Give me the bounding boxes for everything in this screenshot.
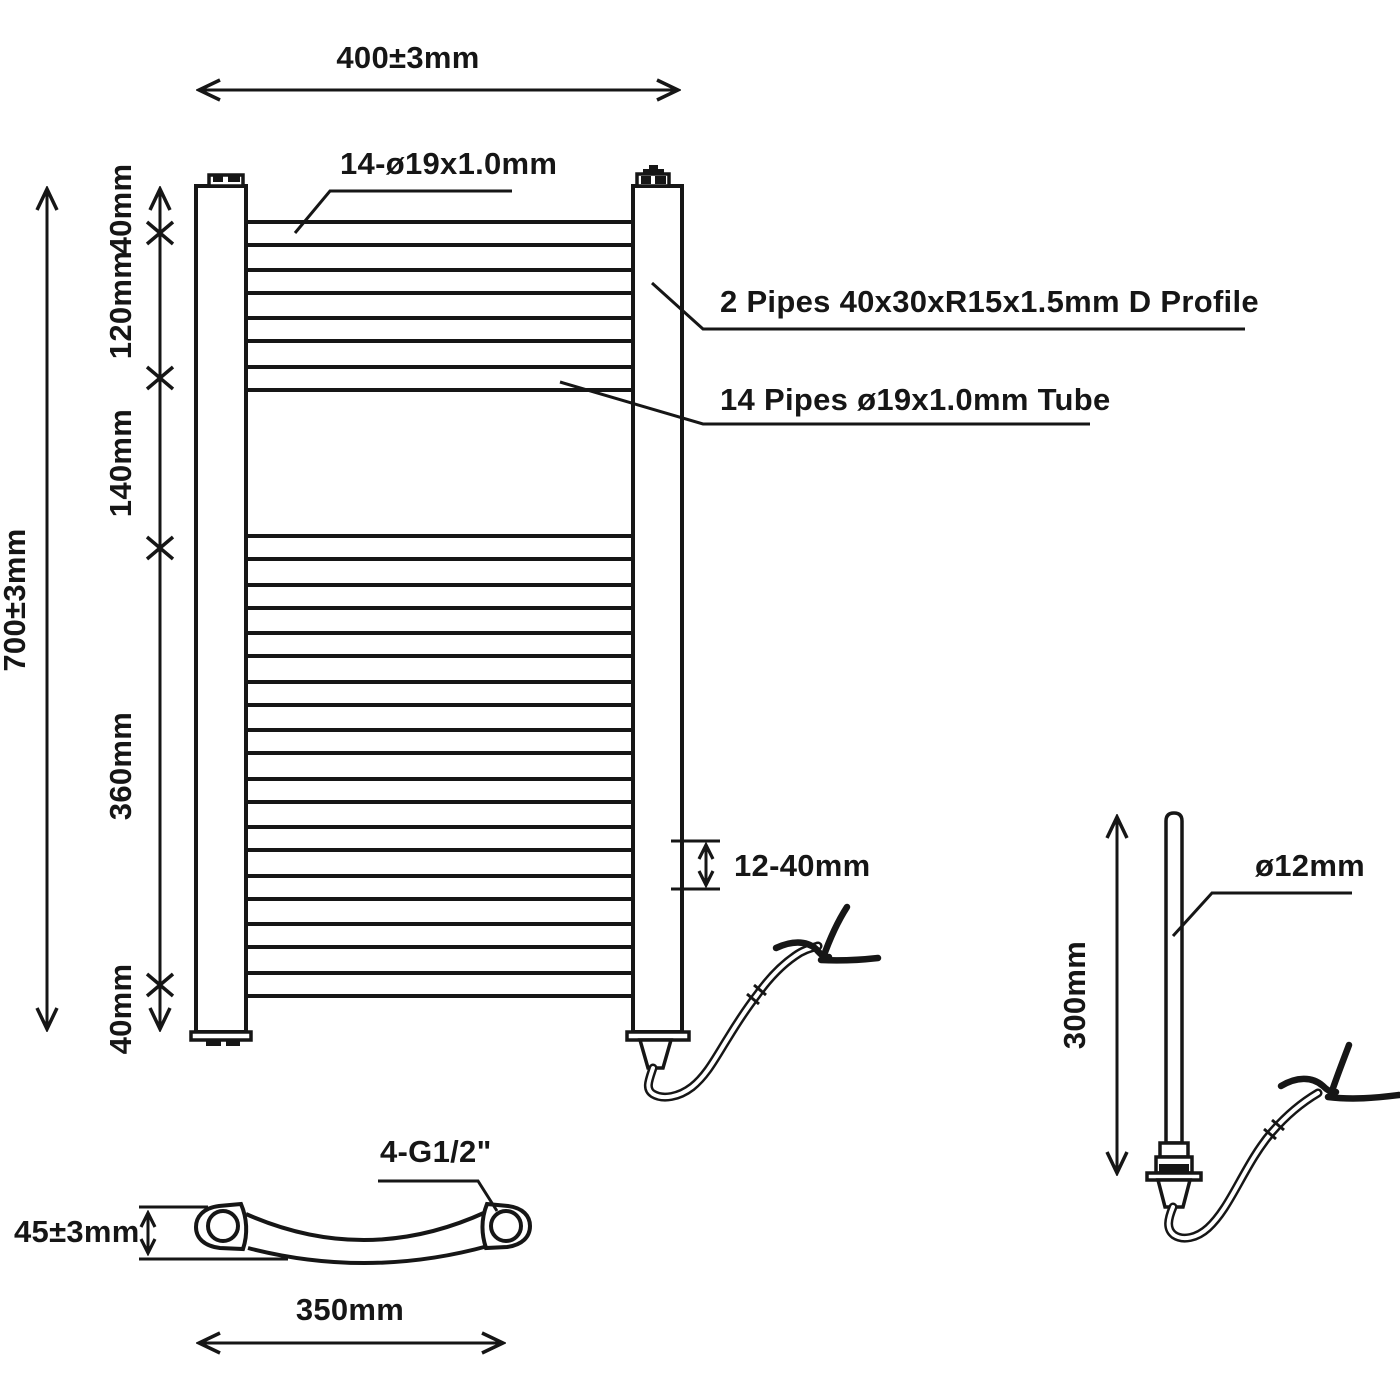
tube-note-label: 14 Pipes ø19x1.0mm Tube [720,382,1111,417]
segment-chain-ticks [145,220,175,998]
tube-note-leader [559,380,1090,426]
band-top-edge [245,1210,487,1242]
left-dimensions: 700±3mm 40mm 120mm 140mm 360mm 40mm [0,164,175,1055]
tube-rail [247,365,633,392]
right-pipe-bottom-fitting [625,1030,691,1070]
chain-x-tick [145,972,175,998]
cable-sleeve-ticks [1263,1118,1285,1141]
tube-rails [247,220,633,998]
tube-rail [247,534,633,561]
cap-notch [213,176,223,182]
right-eyelet-hole [489,1209,523,1243]
chain-x-tick [145,365,175,391]
cap-foot [226,1040,240,1046]
wire-hook [1277,1075,1340,1096]
diameter-leader [1171,891,1352,938]
left-eyelet-hole [206,1209,240,1243]
thread-label: 4-G1/2" [380,1134,492,1169]
element-boss [1155,1178,1193,1209]
left-pipe-top-cap [207,173,245,188]
left-pipe [194,184,248,1034]
chain-x-tick [145,535,175,561]
profile-height-label: 45±3mm [14,1214,140,1249]
segment-labels: 40mm 120mm 140mm 360mm 40mm [103,164,138,1055]
vent-knob-bar [643,169,664,175]
width-label: 400±3mm [336,40,479,75]
tube-rail [247,316,633,343]
wire-up [819,903,851,962]
diameter-label: ø12mm [1255,848,1365,883]
band-bottom-edge [247,1244,489,1265]
tube-rail [247,922,633,949]
top-width-dimension: 400±3mm [199,40,678,90]
tube-rail [247,825,633,852]
segment-label: 40mm [103,964,138,1055]
overall-height-label: 700±3mm [0,528,32,671]
centres-label: 350mm [296,1292,404,1327]
bracket-spacing-dim: 12-40mm [671,839,871,891]
tube-callout-leader [293,189,512,234]
right-pipe [631,184,684,1034]
radiator-power-cable [643,903,882,1102]
wire-ends [772,903,882,964]
tube-rail [247,583,633,610]
bracket-range-label: 12-40mm [734,848,871,883]
front-view: 12-40mm [189,165,882,1102]
d-profile-label: 2 Pipes 40x30xR15x1.5mm D Profile [720,284,1259,319]
left-pipe-bottom-cap [189,1030,253,1046]
tube-rail [247,631,633,658]
wire-up [1327,1041,1353,1098]
profile-height-dim: 45±3mm [14,1205,288,1261]
cap-foot [206,1040,221,1046]
tube-rail [247,874,633,901]
tube-rail [247,268,633,295]
tube-rail [247,728,633,755]
top-view: 45±3mm 4-G1/2" 350mm [14,1134,533,1343]
element-step [1158,1141,1190,1159]
profile-height-ticks [139,1205,288,1261]
chain-x-tick [145,220,175,246]
segment-label: 360mm [103,712,138,820]
tube-rail [247,220,633,247]
tube-rail [247,971,633,998]
cap-notch [228,176,240,182]
element-boss [637,1038,674,1070]
cable-core [1166,1091,1320,1241]
cap-body [207,173,245,188]
cap-notch [655,176,666,184]
wire-ends [1277,1041,1400,1102]
wire-right [1324,1091,1400,1102]
thread-leader [378,1179,499,1212]
wire-right [817,954,882,964]
heating-element-view: 300mm ø12mm [1057,811,1400,1243]
element-rod [1164,811,1184,1145]
d-profile-leader [650,281,1245,331]
element-length-label: 300mm [1057,941,1092,1049]
callouts: 14-ø19x1.0mm 2 Pipes 40x30xR15x1.5mm D P… [293,146,1259,426]
element-seal-band [1159,1164,1189,1172]
tube-rail [247,680,633,707]
cap-notch [641,176,651,184]
cable-sleeve-ticks [746,983,767,1006]
tube-rail [247,777,633,804]
element-power-cable [1164,1041,1400,1243]
segment-label: 40mm [103,164,138,255]
bracket-ticks [671,839,720,891]
tube-callout-label: 14-ø19x1.0mm [340,146,557,181]
right-pipe-air-vent-cap [635,165,671,188]
cable-core [646,944,820,1100]
segment-label: 120mm [103,251,138,359]
centres-dim: 350mm [199,1292,503,1343]
segment-label: 140mm [103,409,138,517]
cap-flange [189,1030,253,1042]
thread-callout: 4-G1/2" [378,1134,499,1212]
